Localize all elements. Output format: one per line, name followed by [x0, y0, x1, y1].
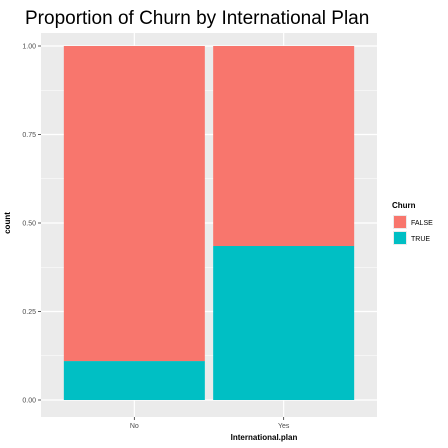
- legend-title: Churn: [392, 201, 416, 210]
- bars: [63, 46, 355, 400]
- legend-label-true: TRUE: [411, 236, 430, 243]
- bar-yes-false: [213, 46, 355, 247]
- legend: Churn FALSE TRUE: [392, 201, 433, 245]
- y-tick-label: 1.00: [22, 44, 36, 51]
- y-tick-label: 0.25: [22, 309, 36, 316]
- x-axis-ticks: No Yes: [130, 417, 290, 430]
- bar-yes-true: [213, 246, 355, 400]
- y-axis-label: count: [3, 212, 12, 234]
- x-axis-label: International.plan: [231, 433, 298, 442]
- legend-key-false: [394, 216, 406, 228]
- bar-no-true: [63, 361, 205, 400]
- y-tick-label: 0.75: [22, 132, 36, 139]
- legend-label-false: FALSE: [411, 220, 433, 227]
- y-tick-label: 0.50: [22, 221, 36, 228]
- y-tick-label: 0.00: [22, 398, 36, 405]
- y-axis-ticks: 0.00 0.25 0.50 0.75 1.00: [22, 44, 41, 405]
- x-tick-label: Yes: [278, 423, 290, 430]
- chart-title: Proportion of Churn by International Pla…: [25, 8, 369, 29]
- x-tick-label: No: [130, 423, 139, 430]
- bar-no-false: [63, 46, 205, 362]
- legend-key-true: [394, 232, 406, 244]
